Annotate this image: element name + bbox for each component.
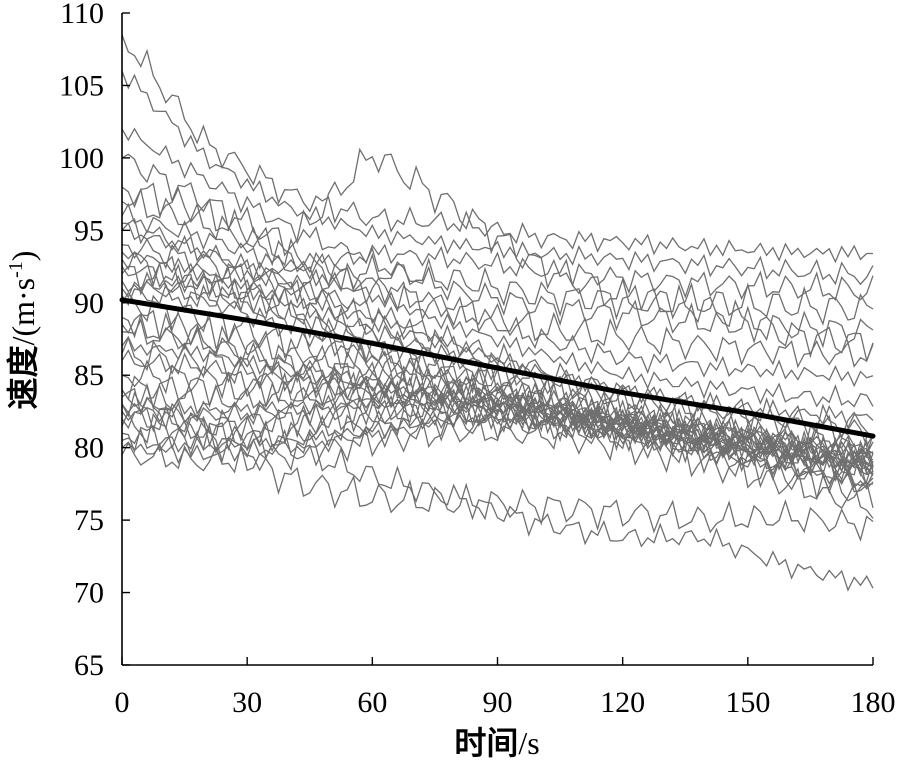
y-tick-label-105: 105 — [59, 69, 104, 102]
trajectory-line-37 — [121, 311, 874, 468]
trajectory-line-38 — [121, 336, 874, 475]
y-tick-label-95: 95 — [74, 214, 104, 247]
y-tick-label-70: 70 — [74, 577, 104, 610]
axes-layer — [121, 12, 874, 666]
trajectory-line-16 — [121, 291, 874, 472]
y-axis-title-cjk: 速度 — [4, 345, 42, 409]
x-tick-label-0: 0 — [115, 686, 130, 719]
mean-trend-line — [119, 297, 876, 439]
trajectory-line-20 — [121, 349, 874, 477]
trajectory-line-35 — [121, 251, 874, 448]
trajectory-line-32 — [121, 382, 874, 542]
trajectory-line-8 — [121, 202, 874, 408]
trajectory-line-33 — [121, 391, 874, 592]
x-tick-label-180: 180 — [851, 686, 896, 719]
trajectory-line-7 — [121, 187, 874, 388]
trajectory-line-29 — [121, 408, 874, 494]
tick-labels: 0 30 60 90 120 150 180 65 70 75 80 85 90 95 100 105 110 — [59, 0, 896, 719]
y-tick-label-65: 65 — [74, 649, 104, 682]
trajectory-line-15 — [121, 252, 874, 326]
x-tick-label-120: 120 — [600, 686, 645, 719]
y-tick-label-75: 75 — [74, 504, 104, 537]
x-tick-label-60: 60 — [357, 686, 387, 719]
x-tick-label-150: 150 — [725, 686, 770, 719]
trajectory-line-34 — [121, 218, 874, 430]
y-axis-title-unit-pre: /(m·s — [5, 278, 41, 346]
trajectory-line-25 — [121, 395, 874, 486]
y-tick-label-110: 110 — [60, 0, 104, 30]
trajectory-line-5 — [121, 147, 874, 363]
trajectory-line-6 — [121, 182, 874, 369]
trajectory-line-2 — [121, 34, 873, 264]
y-axis-title: 速度/(m·s-1) — [4, 251, 42, 410]
x-tick-label-90: 90 — [483, 686, 513, 719]
y-tick-label-80: 80 — [74, 432, 104, 465]
trajectory-line-3 — [121, 70, 874, 286]
y-tick-label-100: 100 — [59, 142, 104, 175]
series-layer — [119, 34, 876, 592]
trajectory-line-31 — [121, 412, 874, 519]
y-tick-label-90: 90 — [74, 287, 104, 320]
y-axis-title-unit-sup: -1 — [5, 261, 27, 278]
y-axis-title-unit-post: ) — [5, 251, 41, 262]
trajectory-line-24 — [121, 390, 874, 486]
trajectory-line-27 — [121, 392, 874, 489]
x-tick-label-30: 30 — [232, 686, 262, 719]
trajectory-line-4 — [121, 127, 874, 349]
x-axis-title-cjk: 时间 — [454, 724, 518, 762]
trajectory-line-17 — [121, 309, 874, 459]
y-tick-label-85: 85 — [74, 359, 104, 392]
x-axis-title-unit: /s — [518, 725, 539, 761]
x-axis-title: 时间/s — [454, 724, 539, 762]
